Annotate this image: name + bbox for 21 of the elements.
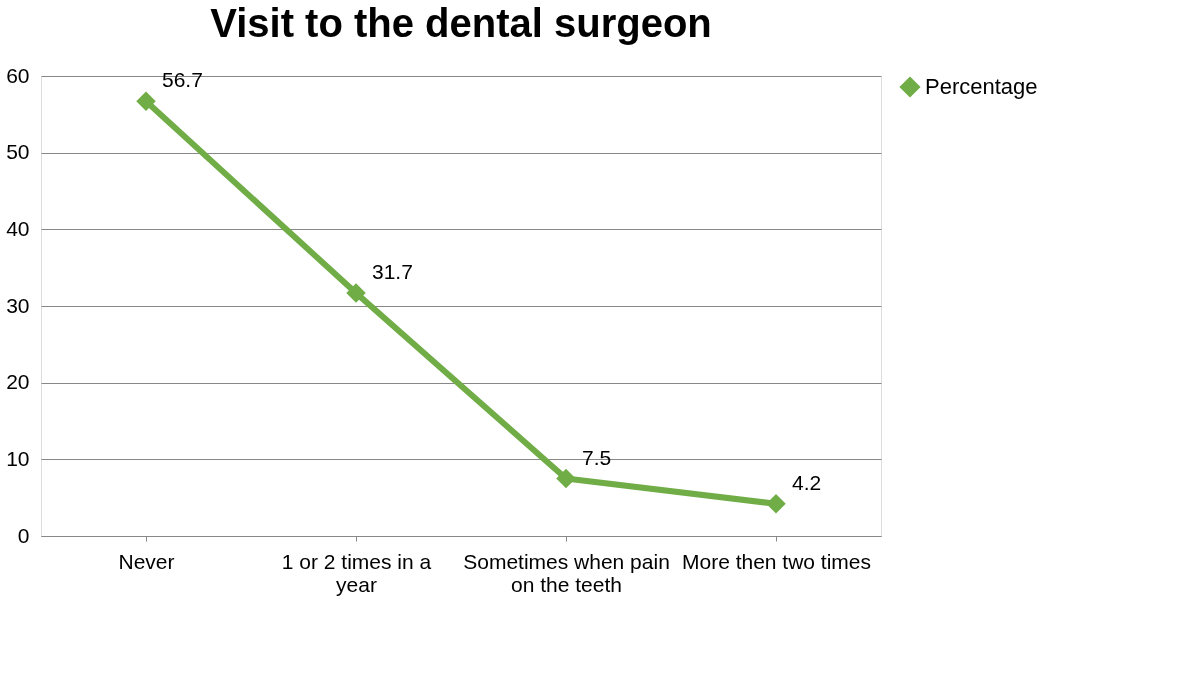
data-label: 4.2 xyxy=(792,470,822,494)
point xyxy=(556,468,576,489)
x-tick-label: Sometimes when pain on the teeth xyxy=(463,549,670,596)
legend-label: Percentage xyxy=(925,74,1038,99)
y-tick-label: 60 xyxy=(6,63,30,87)
y-tick-label: 30 xyxy=(6,293,30,317)
point xyxy=(766,494,786,514)
data-label: 56.7 xyxy=(162,68,203,92)
chart-title: Visit to the dental surgeon xyxy=(210,1,712,45)
point xyxy=(136,91,156,112)
y-tick-label: 0 xyxy=(17,523,30,547)
y-tick-label: 10 xyxy=(6,446,30,470)
x-tick-label: More then two times xyxy=(681,549,872,573)
y-tick-label: 40 xyxy=(6,216,30,240)
y-tick-label: 20 xyxy=(6,370,30,394)
point xyxy=(346,283,366,303)
x-tick-label: 1 or 2 times in a year xyxy=(281,549,432,596)
data-label: 31.7 xyxy=(372,259,413,283)
x-tick-label: Never xyxy=(118,549,175,573)
y-tick-label: 50 xyxy=(6,140,30,164)
data-label: 7.5 xyxy=(582,445,612,469)
